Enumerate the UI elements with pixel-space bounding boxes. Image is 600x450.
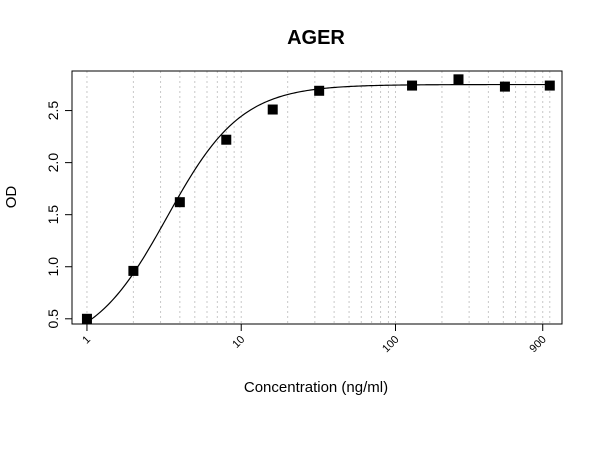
y-tick-label: 0.5 [45,309,61,329]
data-point [128,265,139,276]
data-point [174,197,185,208]
data-point [81,313,92,324]
data-point [453,74,464,85]
data-point [499,81,510,92]
y-axis-label: OD [3,186,20,209]
chart-title: AGER [287,27,345,49]
data-point [407,80,418,91]
x-tick-label: 10 [230,334,247,351]
fit-curve [86,83,550,323]
x-axis-label: Concentration (ng/ml) [244,379,388,396]
y-tick-label: 1.0 [45,257,61,277]
data-points [81,74,555,324]
y-tick-label: 2.0 [45,153,61,173]
x-tick-label: 1 [80,334,93,347]
data-point [267,104,278,115]
x-axis: 1 10 100 900 [80,323,549,355]
fit-curve-group [86,83,550,323]
y-tick-label: 1.5 [45,205,61,225]
data-point [544,80,555,91]
x-tick-label: 900 [527,334,548,355]
grid-lines [86,71,551,324]
y-axis: 0.5 1.0 1.5 2.0 2.5 [45,101,72,329]
data-point [221,134,232,145]
data-point [314,85,325,96]
x-tick-label: 100 [380,334,401,355]
y-tick-label: 2.5 [45,101,61,121]
